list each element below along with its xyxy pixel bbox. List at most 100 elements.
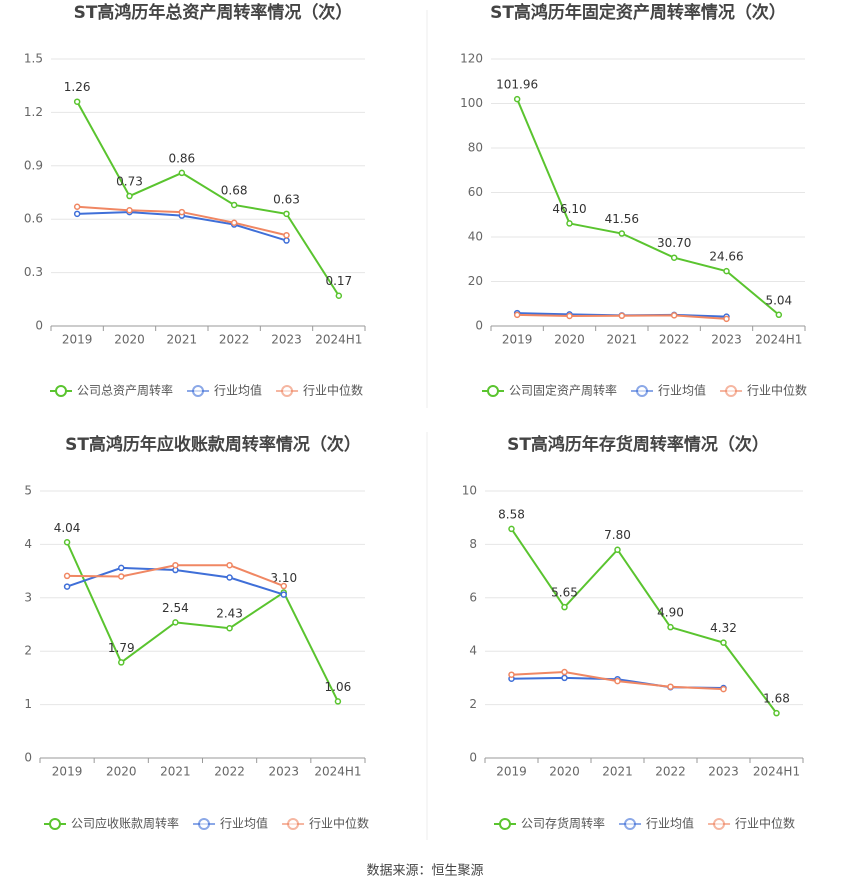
point bbox=[226, 561, 233, 569]
data-label: 1.68 bbox=[763, 692, 790, 706]
x-tick-label: 2019 bbox=[502, 333, 533, 347]
point bbox=[126, 207, 133, 214]
x-tick-label: 2022 bbox=[214, 765, 245, 779]
x-tick-label: 2024H1 bbox=[755, 333, 802, 347]
y-tick-label: 0.6 bbox=[24, 212, 43, 226]
point bbox=[334, 698, 342, 705]
y-tick-label: 0 bbox=[24, 751, 32, 765]
y-tick-label: 10 bbox=[462, 484, 477, 498]
point bbox=[566, 220, 573, 227]
legend-label: 行业均值 bbox=[214, 383, 262, 398]
x-tick-label: 2020 bbox=[106, 765, 137, 779]
y-tick-label: 100 bbox=[460, 96, 483, 110]
y-tick-label: 0.9 bbox=[24, 158, 43, 172]
legend-label: 行业中位数 bbox=[309, 816, 369, 831]
point bbox=[561, 668, 568, 676]
y-tick-label: 2 bbox=[469, 697, 477, 711]
legend-marker bbox=[713, 818, 726, 830]
point bbox=[226, 624, 233, 632]
data-label: 0.17 bbox=[325, 274, 352, 288]
data-label: 46.10 bbox=[552, 202, 586, 216]
x-tick-label: 2021 bbox=[602, 765, 633, 779]
point bbox=[230, 219, 238, 227]
legend-label: 行业均值 bbox=[220, 816, 268, 831]
legend-marker bbox=[49, 818, 61, 830]
legend-marker bbox=[624, 818, 637, 830]
point bbox=[280, 582, 287, 590]
data-label: 4.32 bbox=[710, 621, 737, 635]
legend-marker bbox=[725, 385, 738, 397]
x-tick-label: 2019 bbox=[52, 765, 83, 779]
data-label: 24.66 bbox=[709, 250, 743, 264]
point bbox=[63, 583, 71, 590]
y-tick-label: 60 bbox=[468, 185, 483, 199]
data-label: 7.80 bbox=[604, 528, 631, 542]
point bbox=[126, 192, 133, 200]
y-tick-label: 4 bbox=[24, 537, 32, 551]
point bbox=[283, 231, 290, 239]
data-label: 8.58 bbox=[498, 507, 525, 521]
point bbox=[723, 315, 730, 323]
data-label: 101.96 bbox=[496, 78, 538, 92]
y-tick-label: 80 bbox=[468, 141, 483, 155]
chart-title: ST高鸿历年存货周转率情况（次） bbox=[507, 434, 769, 455]
point bbox=[723, 267, 730, 275]
y-tick-label: 40 bbox=[468, 230, 483, 244]
point bbox=[614, 677, 621, 685]
point bbox=[335, 292, 343, 299]
point bbox=[773, 709, 780, 717]
point bbox=[118, 659, 125, 666]
legend-label: 公司固定资产周转率 bbox=[509, 383, 617, 398]
point bbox=[178, 169, 186, 177]
data-label: 41.56 bbox=[605, 212, 639, 226]
y-tick-label: 6 bbox=[469, 590, 477, 604]
data-label: 2.54 bbox=[162, 601, 189, 615]
legend-label: 行业中位数 bbox=[735, 816, 795, 831]
point bbox=[172, 561, 179, 569]
legend-marker bbox=[192, 385, 205, 397]
x-tick-label: 2021 bbox=[160, 765, 191, 779]
legend-label: 行业均值 bbox=[658, 383, 706, 398]
x-tick-label: 2020 bbox=[554, 333, 585, 347]
y-tick-label: 1.5 bbox=[24, 52, 43, 66]
point bbox=[118, 573, 125, 580]
data-label: 1.06 bbox=[325, 680, 352, 694]
y-tick-label: 1.2 bbox=[24, 105, 43, 119]
series-line bbox=[510, 528, 778, 714]
point bbox=[667, 623, 674, 631]
y-tick-label: 5 bbox=[24, 484, 32, 498]
point bbox=[283, 237, 290, 244]
legend-marker bbox=[198, 818, 211, 830]
data-label: 4.90 bbox=[657, 606, 684, 620]
x-tick-label: 2024H1 bbox=[753, 765, 800, 779]
data-label: 1.79 bbox=[108, 641, 135, 655]
point bbox=[670, 312, 678, 319]
data-label: 4.04 bbox=[54, 521, 81, 535]
legend-marker bbox=[499, 818, 511, 830]
point bbox=[614, 546, 621, 553]
x-tick-label: 2023 bbox=[708, 765, 739, 779]
point bbox=[508, 671, 515, 678]
point bbox=[618, 312, 626, 320]
point bbox=[73, 98, 81, 105]
point bbox=[561, 674, 568, 682]
legend-marker bbox=[55, 385, 67, 397]
point bbox=[280, 591, 287, 598]
x-tick-label: 2019 bbox=[62, 333, 93, 347]
point bbox=[720, 685, 727, 693]
point bbox=[118, 564, 125, 572]
x-tick-label: 2023 bbox=[711, 333, 742, 347]
point bbox=[172, 619, 179, 626]
point bbox=[513, 311, 521, 319]
point bbox=[63, 539, 71, 546]
point bbox=[561, 603, 568, 611]
point bbox=[566, 312, 573, 320]
y-tick-label: 8 bbox=[469, 537, 477, 551]
data-label: 0.68 bbox=[221, 183, 248, 197]
y-tick-label: 1 bbox=[24, 697, 32, 711]
x-tick-label: 2021 bbox=[167, 333, 198, 347]
series-line bbox=[66, 541, 339, 702]
point bbox=[283, 210, 290, 218]
data-label: 0.73 bbox=[116, 175, 143, 189]
legend-label: 公司总资产周转率 bbox=[77, 383, 173, 398]
